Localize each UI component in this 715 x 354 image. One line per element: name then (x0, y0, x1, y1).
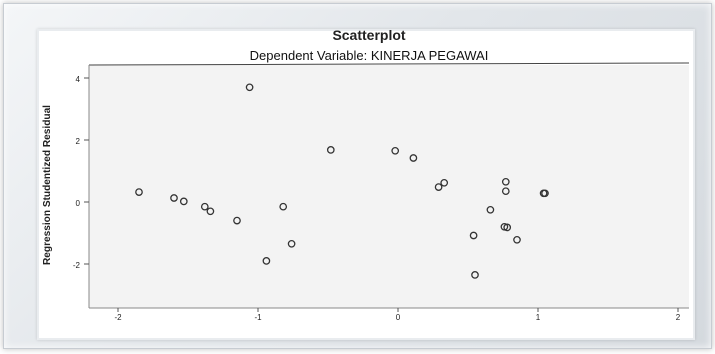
scatter-point (206, 207, 215, 216)
scatter-point (541, 189, 549, 198)
scatter-point (179, 197, 188, 206)
scatter-point (486, 205, 495, 214)
x-tick-label: -1 (254, 313, 262, 322)
scatter-point (409, 154, 418, 162)
scatter-points (135, 83, 549, 279)
scatter-point (469, 231, 478, 240)
scatter-point (200, 202, 209, 211)
scatter-point (501, 177, 510, 186)
scatter-point (326, 146, 335, 154)
scatter-point (391, 146, 400, 155)
scatter-point (135, 188, 143, 196)
scatter-point (471, 271, 479, 279)
scatter-point (440, 178, 449, 187)
plot-top-border (88, 62, 689, 66)
y-tick-label: 0 (76, 199, 81, 208)
scatter-point (503, 223, 512, 232)
x-tick-label: 2 (676, 313, 681, 322)
x-tick-label: -2 (114, 313, 122, 322)
chart-title: Scatterplot (332, 27, 405, 43)
y-axis-ticks: -2 0 2 4 (73, 75, 89, 270)
scatter-point (279, 202, 288, 211)
y-tick-label: -2 (73, 261, 81, 270)
y-axis-label: Regression Studentized Residual (42, 105, 53, 265)
scatter-point (262, 257, 271, 265)
x-tick-label: 0 (396, 313, 401, 322)
x-axis-label: Regression Standardized Predicted Value (260, 329, 536, 345)
chart-subtitle: Dependent Variable: KINERJA PEGAWAI (250, 48, 489, 63)
scatter-point (170, 194, 178, 202)
y-tick-label: 4 (76, 75, 81, 84)
scatter-point (434, 183, 443, 191)
scatter-point (287, 239, 296, 248)
scatter-point (513, 235, 521, 244)
y-tick-label: 2 (76, 137, 81, 146)
scatter-point (501, 187, 510, 196)
scatter-point (233, 216, 241, 225)
scatter-point (245, 83, 254, 92)
x-axis-ticks: -2 -1 0 1 2 (114, 308, 681, 322)
x-tick-label: 1 (536, 313, 541, 322)
plot-area (89, 65, 689, 308)
